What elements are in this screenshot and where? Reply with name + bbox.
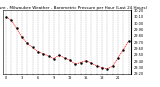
Title: Pressure - Milwaukee Weather - Barometric Pressure per Hour (Last 24 Hours): Pressure - Milwaukee Weather - Barometri… <box>0 6 147 10</box>
